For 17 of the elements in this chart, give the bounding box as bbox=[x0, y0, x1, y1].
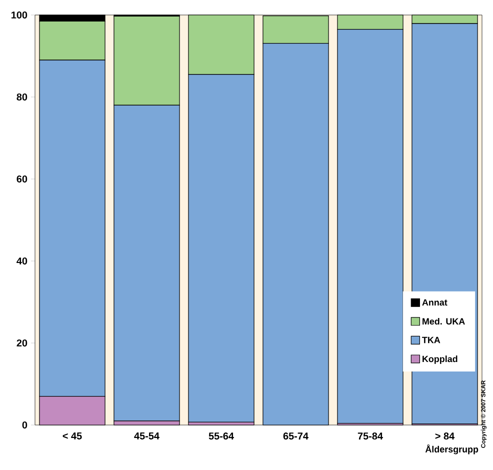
x-tick-label: < 45 bbox=[62, 432, 82, 440]
legend-label: Kopplad bbox=[422, 356, 458, 364]
y-tick-label: 40 bbox=[16, 257, 28, 265]
x-tick-label: 55-64 bbox=[208, 432, 234, 440]
y-tick-label: 20 bbox=[16, 339, 28, 347]
y-tick-label: 100 bbox=[12, 11, 28, 19]
x-tick-label: 45-54 bbox=[134, 432, 160, 440]
x-tick-label: 65-74 bbox=[283, 432, 308, 440]
legend-label: Med. UKA bbox=[422, 318, 465, 325]
y-tick-label: 60 bbox=[16, 175, 28, 183]
y-tick-label: 80 bbox=[16, 93, 28, 101]
legend-label: TKA bbox=[422, 336, 440, 344]
x-tick-label: > 84 bbox=[435, 432, 455, 440]
legend-label: Annat bbox=[422, 299, 448, 306]
x-axis-title: Åldersgrupp bbox=[425, 444, 478, 454]
y-tick-label: 0 bbox=[22, 421, 28, 429]
x-tick-label: 75-84 bbox=[358, 432, 383, 440]
